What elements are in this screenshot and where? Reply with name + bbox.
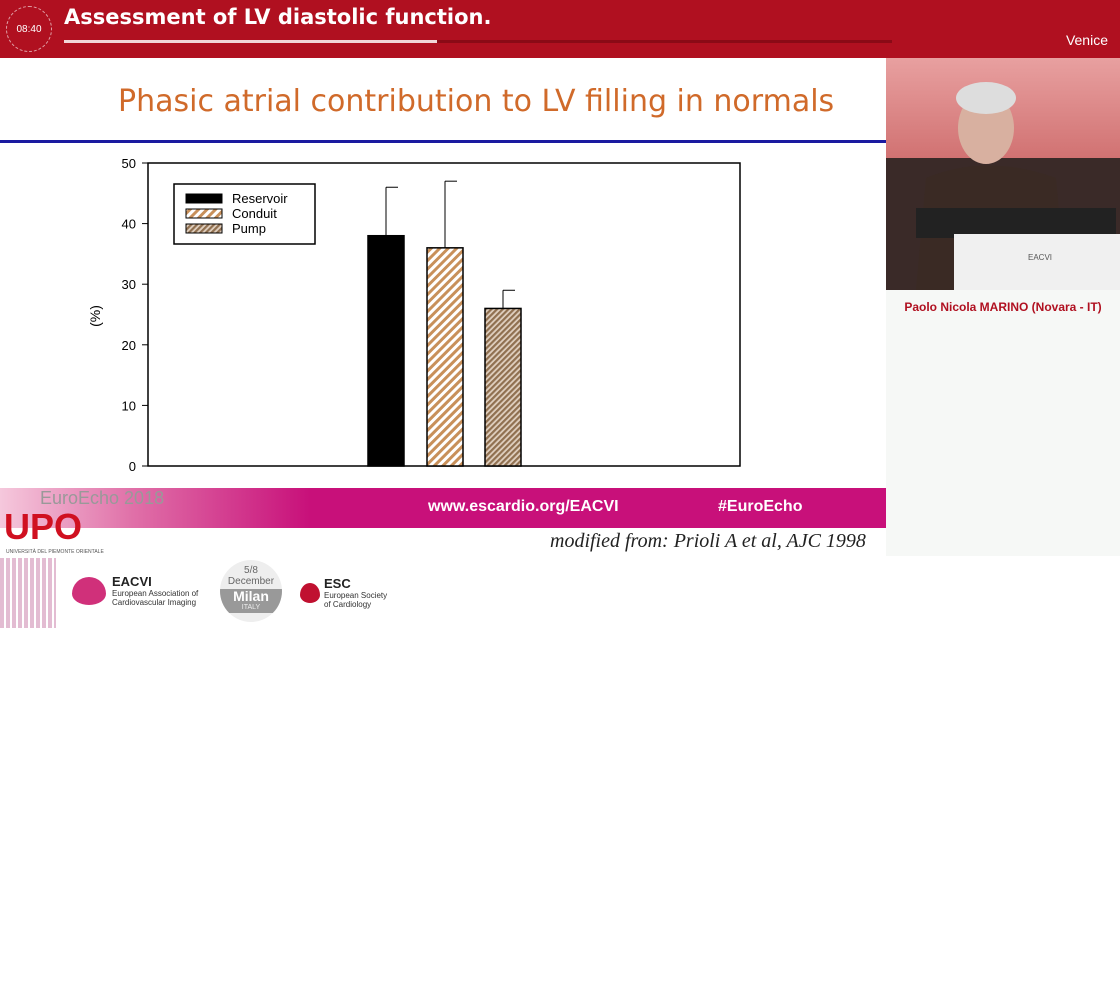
eacvi-logo: EACVI European Association of Cardiovasc… — [72, 574, 198, 607]
heart-icon — [72, 576, 106, 605]
conference-banner: EuroEcho 2018 www.escardio.org/EACVI #Eu… — [0, 488, 886, 994]
divider — [0, 140, 886, 143]
bar-pump — [484, 307, 522, 467]
legend-swatch — [185, 208, 223, 219]
speaker-figure: EACVI — [886, 82, 1120, 290]
y-tick-label: 20 — [122, 338, 136, 353]
date-month: December — [227, 576, 275, 587]
y-tick-label: 0 — [129, 459, 136, 474]
speaker-name: Paolo Nicola MARINO (Novara - IT) — [904, 300, 1102, 314]
y-tick-label: 30 — [122, 277, 136, 292]
esc-name: ESC — [324, 576, 351, 591]
esc-sub2: of Cardiology — [324, 600, 372, 609]
side-panel — [886, 290, 1120, 556]
date-city: Milan — [233, 588, 269, 604]
upo-logo: UPO — [4, 506, 83, 547]
eacvi-name: EACVI — [112, 574, 152, 589]
decorative-dots — [0, 558, 56, 628]
y-tick-label: 50 — [122, 156, 136, 171]
legend-label: Conduit — [232, 206, 277, 221]
y-axis-label: (%) — [87, 305, 103, 327]
slide-title: Phasic atrial contribution to LV filling… — [118, 84, 835, 119]
progress-fill — [64, 40, 437, 43]
banner-hashtag: #EuroEcho — [718, 498, 803, 515]
date-badge: 5/8 December Milan ITALY — [220, 560, 282, 622]
banner-url: www.escardio.org/EACVI — [428, 498, 619, 515]
timer: 08:40 — [6, 6, 52, 52]
date-days: 5/8 — [244, 565, 258, 576]
citation: modified from: Prioli A et al, AJC 1998 — [550, 530, 866, 552]
legend-swatch — [185, 223, 223, 234]
esc-logo: ESC European Society of Cardiology — [300, 576, 387, 609]
euroecho-logo: EuroEcho 2018 — [40, 488, 165, 508]
progress-bar[interactable] — [64, 40, 892, 43]
upo-subtitle: UNIVERSITÀ DEL PIEMONTE ORIENTALE — [6, 549, 104, 555]
slide: Phasic atrial contribution to LV filling… — [0, 58, 886, 994]
eacvi-sub1: European Association of — [112, 589, 199, 598]
y-tick-label: 40 — [122, 217, 136, 232]
podium-label: EACVI — [1028, 253, 1052, 262]
esc-heart-icon — [300, 582, 320, 603]
esc-sub1: European Society — [324, 591, 388, 600]
speaker-video[interactable]: EACVI — [886, 58, 1120, 290]
y-tick-label: 10 — [122, 398, 136, 413]
legend-swatch — [185, 193, 223, 204]
legend-label: Reservoir — [232, 191, 288, 206]
date-country: ITALY — [241, 604, 261, 611]
top-bar: 08:40 Assessment of LV diastolic functio… — [0, 0, 1120, 58]
date-band: Milan ITALY — [220, 589, 282, 613]
eacvi-sub2: Cardiovascular Imaging — [112, 598, 197, 607]
legend-label: Pump — [232, 221, 266, 236]
bar-conduit — [426, 247, 464, 467]
activate-windows-watermark: Activate Windows — [738, 984, 810, 994]
location-label: Venice — [1065, 32, 1108, 48]
bar-reservoir — [367, 234, 405, 467]
presentation-title: Assessment of LV diastolic function. — [64, 5, 492, 29]
